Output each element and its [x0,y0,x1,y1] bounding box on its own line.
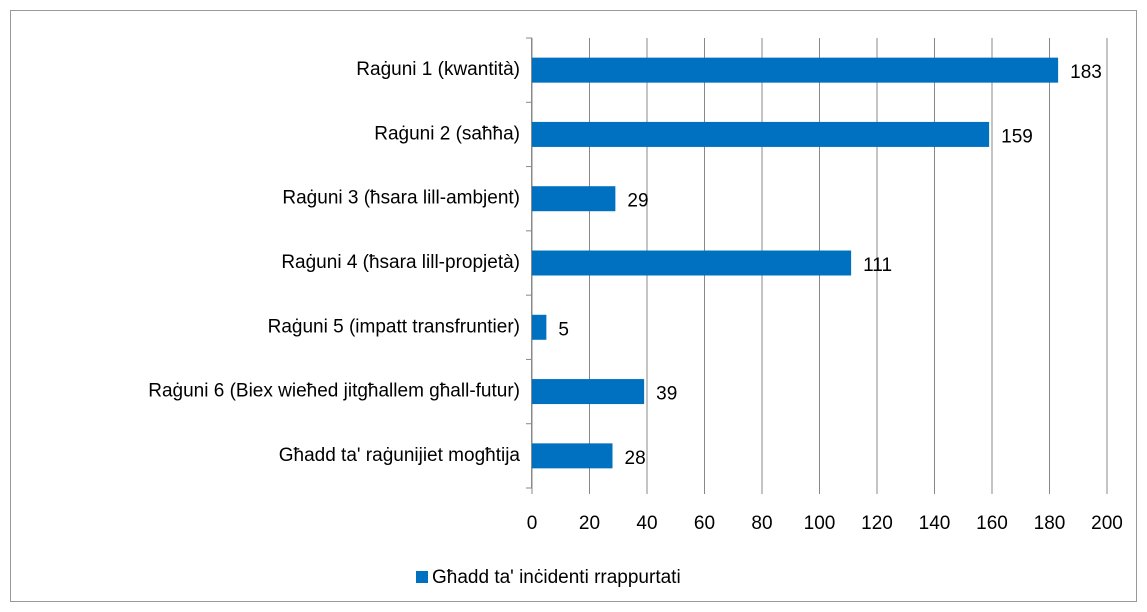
x-tick-label: 200 [1091,513,1123,534]
x-tick-label: 60 [694,513,715,534]
data-label: 111 [863,255,892,276]
x-tick-label: 40 [636,513,657,534]
chart-border [10,10,1137,602]
legend-label: Għadd ta' inċidenti rrappurtati [432,567,681,588]
bar [532,57,1059,83]
bar [532,379,645,405]
x-tick-label: 160 [976,513,1008,534]
data-label: 5 [558,319,569,340]
y-tick-label: Raġuni 6 (Biex wieħed jitgħallem għall-f… [148,381,520,402]
legend-swatch [416,571,428,583]
bar [532,186,616,212]
y-tick-label: Raġuni 2 (saħħa) [374,123,520,144]
data-label: 28 [625,448,646,469]
y-tick-label: Raġuni 3 (ħsara lill-ambjent) [282,188,520,209]
y-tick-label: Raġuni 1 (kwantità) [356,59,520,80]
data-label: 29 [627,191,648,212]
data-label: 183 [1070,62,1102,83]
y-tick-label: Għadd ta' raġunijiet mogħtija [279,445,521,466]
x-tick-label: 140 [919,513,951,534]
bar [532,314,547,340]
y-tick-label: Raġuni 4 (ħsara lill-propjetà) [281,252,520,273]
bar [532,250,852,276]
y-tick-label: Raġuni 5 (impatt transfruntier) [268,316,520,337]
bar [532,443,613,469]
x-tick-label: 120 [861,513,893,534]
data-label: 39 [656,384,677,405]
bar [532,121,990,147]
data-label: 159 [1001,126,1033,147]
x-tick-label: 100 [804,513,836,534]
x-tick-label: 0 [527,513,538,534]
x-tick-label: 20 [579,513,600,534]
x-tick-label: 80 [751,513,772,534]
x-tick-label: 180 [1034,513,1066,534]
